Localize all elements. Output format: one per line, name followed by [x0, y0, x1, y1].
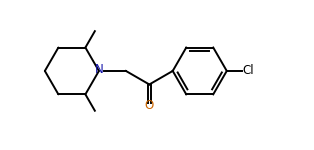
Text: O: O [145, 99, 154, 112]
Text: N: N [95, 63, 103, 76]
Text: Cl: Cl [242, 64, 254, 77]
